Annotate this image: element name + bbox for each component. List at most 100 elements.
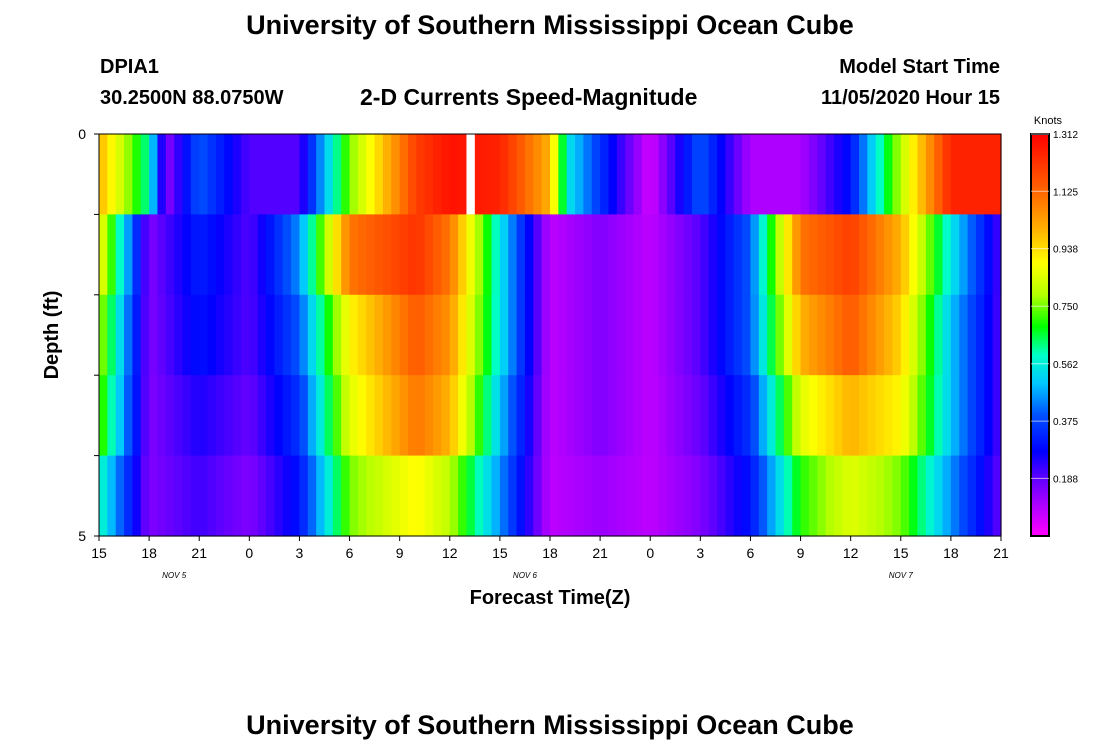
heatmap-cell — [942, 294, 952, 376]
heatmap-cell — [959, 455, 969, 537]
heatmap-cell — [299, 294, 309, 376]
heatmap-cell — [199, 455, 209, 537]
heatmap-cell — [700, 214, 710, 296]
heatmap-cell — [274, 375, 284, 457]
heatmap-cell — [666, 134, 676, 215]
colorbar-tick-label: 0.938 — [1053, 245, 1078, 256]
station-coords: 30.2500N 88.0750W — [100, 87, 284, 109]
heatmap-cell — [533, 455, 543, 537]
heatmap-cell — [758, 214, 768, 296]
heatmap-cell — [240, 375, 250, 457]
heatmap-cell — [825, 294, 835, 376]
heatmap-cell — [508, 214, 518, 296]
heatmap-cell — [625, 134, 635, 215]
heatmap-cell — [374, 294, 384, 376]
y-axis-label: Depth (ft) — [41, 291, 63, 380]
heatmap-cell — [625, 214, 635, 296]
heatmap-cell — [366, 214, 376, 296]
heatmap-cell — [207, 375, 217, 457]
heatmap-cell — [992, 214, 1002, 296]
colorbar-tick-label: 0.562 — [1053, 360, 1078, 371]
x-tick-label: 6 — [346, 545, 354, 561]
heatmap-cell — [533, 375, 543, 457]
heatmap-cell — [99, 455, 108, 537]
colorbar: 0.188 0.375 0.562 0.750 0.938 1.125 1.312 — [1030, 130, 1078, 537]
heatmap-cell — [600, 375, 610, 457]
heatmap-cell — [758, 375, 768, 457]
heatmap-cell — [274, 455, 284, 537]
heatmap-cell — [466, 455, 476, 537]
heatmap-cell — [508, 134, 518, 215]
heatmap-cell — [458, 455, 468, 537]
heatmap-cell — [374, 134, 384, 215]
heatmap-cell — [366, 294, 376, 376]
heatmap-cell — [399, 134, 409, 215]
heatmap-cell — [725, 455, 735, 537]
heatmap-cell — [190, 134, 200, 215]
heatmap-cell — [625, 294, 635, 376]
heatmap-cell — [424, 294, 434, 376]
heatmap-cell — [316, 134, 326, 215]
heatmap-cell — [140, 134, 150, 215]
colorbar-tick-label: 1.312 — [1053, 130, 1078, 141]
heatmap-cell — [416, 214, 426, 296]
heatmap-cell — [934, 214, 944, 296]
heatmap-cell — [516, 375, 526, 457]
heatmap-cell — [357, 375, 367, 457]
heatmap-cell — [775, 134, 785, 215]
heatmap-cell — [817, 294, 827, 376]
x-tick-label: 18 — [943, 545, 959, 561]
heatmap-cell — [583, 455, 593, 537]
heatmap-cell — [516, 455, 526, 537]
heatmap-cell — [424, 134, 434, 215]
heatmap-cell — [408, 294, 417, 376]
heatmap-cell — [232, 214, 242, 296]
heatmap-cell — [124, 375, 134, 457]
heatmap-cell — [107, 294, 117, 376]
heatmap-cell — [416, 455, 426, 537]
heatmap-cell — [107, 455, 117, 537]
heatmap-cell — [266, 214, 275, 296]
heatmap-cell — [499, 294, 509, 376]
heatmap-cell — [967, 214, 977, 296]
heatmap-cell — [733, 134, 743, 215]
heatmap-cell — [366, 455, 376, 537]
heatmap-cell — [232, 134, 242, 215]
heatmap-cell — [884, 134, 894, 215]
heatmap-cell — [833, 455, 843, 537]
heatmap-cell — [825, 455, 835, 537]
heatmap-cells — [99, 134, 1002, 537]
heatmap-cell — [550, 214, 559, 296]
heatmap-cell — [733, 294, 743, 376]
heatmap-cell — [875, 214, 885, 296]
heatmap-cell — [165, 455, 175, 537]
heatmap-cell — [115, 214, 125, 296]
heatmap-cell — [750, 214, 760, 296]
heatmap-cell — [742, 294, 752, 376]
heatmap-cell — [483, 214, 493, 296]
heatmap-cell — [558, 134, 568, 215]
heatmap-cell — [408, 214, 417, 296]
heatmap-cell — [959, 294, 969, 376]
heatmap-cell — [399, 375, 409, 457]
heatmap-cell — [257, 134, 267, 215]
colorbar-tick-label: 1.125 — [1053, 187, 1078, 198]
heatmap-cell — [892, 294, 902, 376]
heatmap-cell — [575, 134, 585, 215]
heatmap-cell — [942, 375, 952, 457]
heatmap-cell — [157, 214, 167, 296]
heatmap-cell — [917, 455, 927, 537]
heatmap-cell — [550, 455, 559, 537]
heatmap-cell — [808, 375, 818, 457]
heatmap-cell — [975, 214, 985, 296]
heatmap-cell — [182, 375, 192, 457]
heatmap-cell — [266, 375, 275, 457]
heatmap-cell — [875, 134, 885, 215]
heatmap-cell — [842, 294, 852, 376]
heatmap-cell — [366, 375, 376, 457]
heatmap-cell — [149, 294, 159, 376]
heatmap-cell — [307, 214, 317, 296]
heatmap-cell — [800, 294, 810, 376]
heatmap-cell — [934, 375, 944, 457]
heatmap-cell — [257, 294, 267, 376]
